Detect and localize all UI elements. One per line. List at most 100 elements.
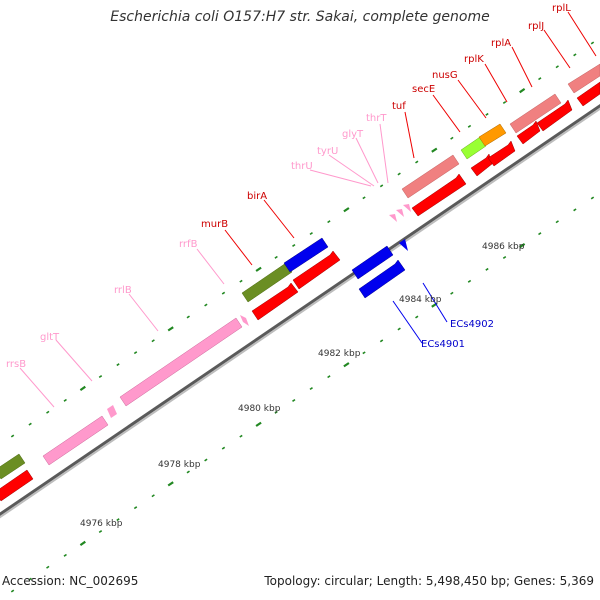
scale-label-4982: 4982 kbp xyxy=(318,349,361,359)
gene-label-group: rrsB gltT rrlB rrfB murB birA thrU tyrU … xyxy=(6,3,571,370)
tick-mark xyxy=(239,279,243,283)
murB-cds-arrow[interactable] xyxy=(251,282,299,321)
tick-mark xyxy=(167,326,174,332)
tick-mark xyxy=(255,421,262,427)
tick-mark xyxy=(46,410,50,414)
tick-mark xyxy=(573,208,577,212)
tick-mark xyxy=(467,124,472,128)
gene-label-rplK[interactable]: rplK xyxy=(464,54,484,65)
tick-mark xyxy=(327,220,331,224)
tick-mark xyxy=(590,41,595,45)
rplA-cds-arrow[interactable] xyxy=(536,99,573,132)
tick-mark xyxy=(519,87,526,94)
gene-label-rrsB[interactable]: rrsB xyxy=(6,359,26,370)
tick-mark xyxy=(10,589,15,593)
gltT-feature[interactable] xyxy=(107,405,117,418)
tRNA-cluster-2[interactable] xyxy=(396,209,404,217)
gene-label-murB[interactable]: murB xyxy=(201,219,228,230)
gene-label-gltT[interactable]: gltT xyxy=(40,332,60,343)
tick-mark xyxy=(186,315,190,319)
tick-mark xyxy=(502,255,507,259)
tick-mark xyxy=(151,494,155,498)
nusG-feature[interactable] xyxy=(478,123,507,147)
tick-mark xyxy=(379,339,384,343)
gene-label-tuf[interactable]: tuf xyxy=(392,101,406,112)
tuf-cds-arrow[interactable] xyxy=(411,173,467,217)
gene-label-ECs4901[interactable]: ECs4901 xyxy=(421,339,465,350)
gene-label-rplL[interactable]: rplL xyxy=(552,3,571,14)
scale-label-4984: 4984 kbp xyxy=(399,295,442,305)
tick-mark xyxy=(221,446,226,450)
ECs4902-arrow[interactable] xyxy=(399,239,408,251)
gene-label-rrlB[interactable]: rrlB xyxy=(114,285,132,296)
leader-cds-feature-left[interactable] xyxy=(0,453,26,480)
rplJ-feature[interactable] xyxy=(567,63,600,94)
tick-mark xyxy=(28,422,32,426)
accession-text: Accession: NC_002695 xyxy=(2,574,139,588)
secE-feature[interactable] xyxy=(460,136,487,160)
tRNA-cluster-1[interactable] xyxy=(389,214,397,222)
cds-feature-left[interactable] xyxy=(0,469,34,502)
tick-mark xyxy=(590,196,595,200)
tick-mark xyxy=(519,242,526,249)
tick-mark xyxy=(63,398,67,402)
tick-mark xyxy=(186,470,190,474)
tick-mark xyxy=(327,375,331,379)
tick-mark xyxy=(555,65,559,69)
scale-label-group: 4976 kbp 4978 kbp 4980 kbp 4982 kbp 4984… xyxy=(80,242,525,529)
tick-mark xyxy=(255,266,262,272)
murB-feature[interactable] xyxy=(241,262,293,303)
rrsB-feature[interactable] xyxy=(42,415,109,466)
ECs4901-feature[interactable] xyxy=(351,245,394,280)
rplK-rplA-feature[interactable] xyxy=(509,93,562,134)
tick-mark xyxy=(274,410,278,414)
tick-mark xyxy=(467,279,472,283)
tick-mark xyxy=(167,481,174,487)
tRNA-cluster-3[interactable] xyxy=(403,204,411,212)
tick-mark xyxy=(28,577,32,581)
gene-label-glyT[interactable]: glyT xyxy=(342,129,364,140)
gene-label-rplJ[interactable]: rplJ xyxy=(528,21,544,32)
tick-mark xyxy=(343,362,350,368)
tick-mark xyxy=(151,339,155,343)
gene-label-tyrU[interactable]: tyrU xyxy=(317,146,338,157)
gene-label-secE[interactable]: secE xyxy=(412,84,435,95)
genome-summary-text: Topology: circular; Length: 5,498,450 bp… xyxy=(264,574,594,588)
tick-mark xyxy=(46,565,50,569)
tuf-feature[interactable] xyxy=(401,154,460,199)
birA-feature[interactable] xyxy=(283,237,329,273)
rrlB-feature[interactable] xyxy=(119,317,243,407)
rplK-cds-arrow[interactable] xyxy=(516,120,541,145)
tick-mark xyxy=(362,351,366,355)
gene-label-nusG[interactable]: nusG xyxy=(432,70,458,81)
tick-mark xyxy=(292,243,296,247)
nusG-cds-arrow[interactable] xyxy=(487,140,516,167)
tick-mark xyxy=(450,291,454,295)
tick-mark xyxy=(79,385,86,392)
tick-mark xyxy=(79,540,86,547)
rrfB-feature[interactable] xyxy=(240,315,249,326)
ECs4901-arrow[interactable] xyxy=(358,259,406,299)
tick-mark xyxy=(133,351,138,355)
gene-label-rrfB[interactable]: rrfB xyxy=(179,239,198,250)
tick-mark xyxy=(485,267,489,271)
birA-cds-arrow[interactable] xyxy=(292,250,341,290)
tick-mark xyxy=(133,506,138,510)
tick-mark xyxy=(415,160,419,164)
tick-mark xyxy=(431,147,438,153)
gene-label-ECs4902[interactable]: ECs4902 xyxy=(450,319,494,330)
tick-mark xyxy=(379,184,384,188)
gene-label-rplA[interactable]: rplA xyxy=(491,38,511,49)
gene-label-thrT[interactable]: thrT xyxy=(366,113,387,124)
tick-mark xyxy=(538,232,542,236)
tick-mark xyxy=(204,458,208,462)
gene-label-thrU[interactable]: thrU xyxy=(291,161,313,172)
gene-features xyxy=(0,63,600,502)
tick-mark xyxy=(309,232,313,236)
tick-mark xyxy=(274,255,278,259)
tick-marks xyxy=(10,41,595,593)
tick-mark xyxy=(538,77,542,81)
gene-label-birA[interactable]: birA xyxy=(247,191,267,202)
tick-mark xyxy=(292,398,296,402)
rplJ-cds-arrow[interactable] xyxy=(576,81,600,107)
